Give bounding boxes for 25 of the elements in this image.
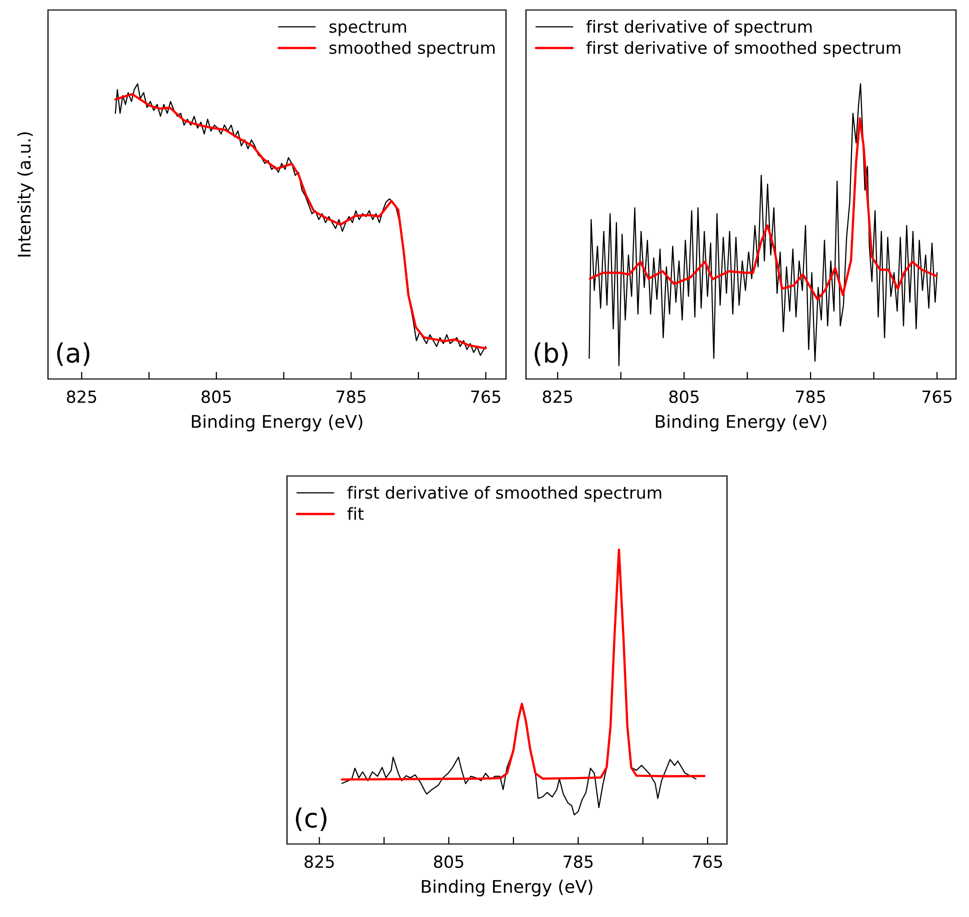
legend-label: first derivative of smoothed spectrum [347,486,662,502]
x-tick-label: 785 [796,390,826,404]
legend-label: spectrum [329,20,406,36]
legend-label: first derivative of spectrum [586,20,812,36]
x-axis-title: Binding Energy (eV) [422,880,592,896]
x-tick-label: 825 [542,390,572,404]
x-tick-label: 825 [304,855,334,868]
x-tick-label: 825 [66,390,96,404]
annotation: (a) [57,342,90,366]
legend-label: fit [347,507,364,520]
x-tick-label: 765 [922,390,952,404]
x-tick-label: 765 [471,390,500,404]
y-axis-title: Intensity (a.u.) [17,132,34,256]
annotation: (c) [296,807,326,831]
x-tick-label: 765 [693,855,722,868]
legend-label: first derivative of smoothed spectrum [586,41,900,58]
annotation: (b) [534,342,568,366]
x-tick-label: 805 [669,390,699,404]
x-axis-title: Binding Energy (eV) [656,414,826,432]
legend-label: smoothed spectrum [329,41,495,58]
x-tick-label: 805 [202,390,231,404]
x-tick-label: 805 [434,855,464,868]
x-tick-label: 785 [336,390,366,404]
x-tick-label: 785 [564,855,593,868]
x-axis-title: Binding Energy (eV) [192,414,362,432]
